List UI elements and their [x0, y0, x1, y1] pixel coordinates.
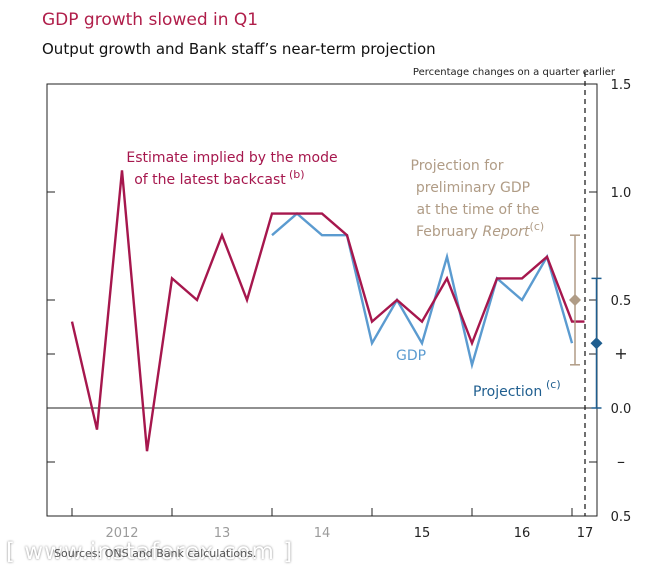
y-tick-label: 0.5: [611, 294, 632, 309]
chart-title: GDP growth slowed in Q1: [42, 10, 259, 30]
y-axis-unit-note: Percentage changes on a quarter earlier: [412, 67, 615, 78]
chart-subtitle: Output growth and Bank staff’s near-term…: [42, 40, 436, 58]
series-lines: [70, 170, 585, 452]
projection-label-sup: (c): [546, 378, 561, 391]
y-tick-label: 0.5: [611, 510, 632, 525]
y-tick-label: –: [617, 452, 625, 471]
feb-projection-line3: at the time of the: [417, 202, 540, 218]
sources-note: Sources: ONS and Bank calculations.: [54, 547, 257, 560]
plot-frame: [46, 83, 598, 517]
y-tick-label: 0.0: [611, 402, 632, 417]
projection-label: Projection: [473, 384, 542, 400]
x-tick-label: 16: [514, 526, 531, 541]
backcast-line: [70, 170, 585, 452]
x-tick-label: 15: [414, 526, 431, 541]
gdp-label: GDP: [396, 348, 426, 364]
y-tick-label: 1.5: [611, 78, 632, 93]
feb-projection-line1: Projection for: [411, 158, 504, 174]
feb-text: February: [416, 224, 483, 240]
report-italic: Report: [483, 224, 531, 240]
projection-markers: [569, 234, 603, 409]
watermark-banner: [ www.instaforex.com ]: [0, 519, 356, 579]
feb-projection-line4: February Report(c): [416, 220, 544, 240]
backcast-annotation-line2: of the latest backcast: [134, 172, 286, 188]
tick-marks: [47, 191, 597, 516]
backcast-annotation-line1: Estimate implied by the mode: [126, 150, 337, 166]
y-tick-label: 1.0: [611, 186, 632, 201]
feb-projection-line2: preliminary GDP: [416, 180, 530, 196]
feb-sup: (c): [530, 220, 545, 233]
annotations: Estimate implied by the mode of the late…: [126, 150, 560, 400]
x-tick-label: 17: [577, 526, 594, 541]
latest-projection-marker: [590, 337, 603, 350]
gdp-line: [271, 212, 574, 370]
backcast-annotation-sup: (b): [289, 168, 305, 181]
y-tick-label: +: [614, 344, 627, 363]
watermark-text: [ www.instaforex.com ]: [6, 539, 294, 565]
feb-projection-marker: [569, 294, 581, 306]
